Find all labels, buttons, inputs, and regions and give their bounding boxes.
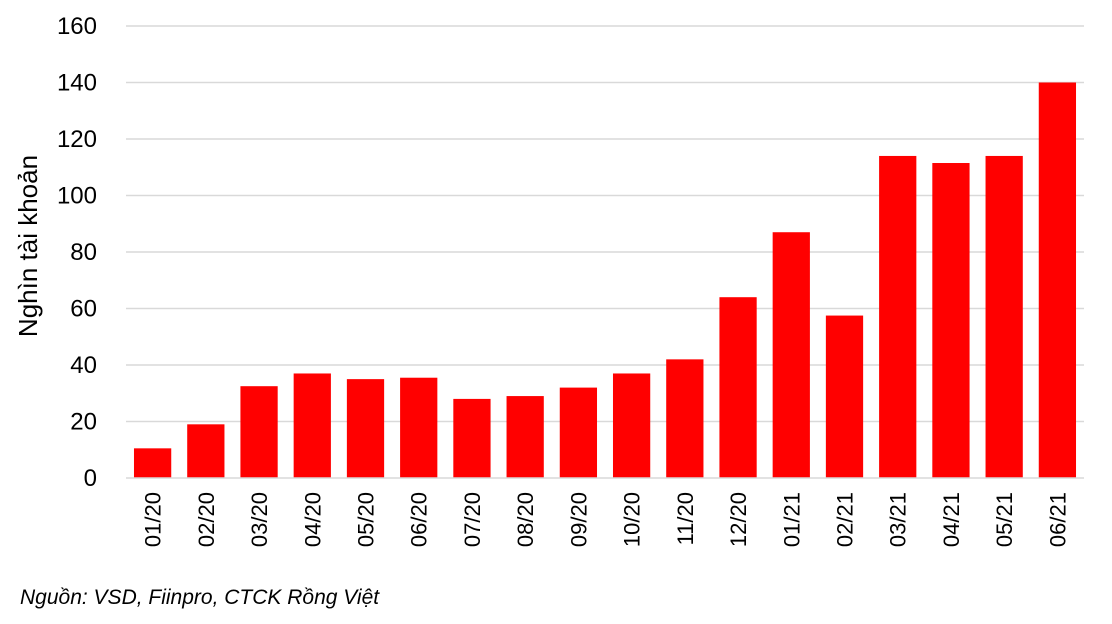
bar <box>612 373 651 478</box>
bar <box>772 232 810 478</box>
x-tick-label: 02/20 <box>194 492 219 547</box>
y-tick-label: 0 <box>84 465 97 492</box>
x-tick-label: 11/20 <box>673 492 698 545</box>
bar <box>240 386 278 478</box>
bar <box>985 155 1023 478</box>
x-tick-label: 07/20 <box>460 492 485 547</box>
bar <box>187 424 225 478</box>
x-tick-label: 08/20 <box>513 492 538 547</box>
y-tick-label: 120 <box>57 126 97 153</box>
x-tick-label: 03/21 <box>886 492 911 547</box>
bars <box>133 82 1077 478</box>
y-tick-label: 20 <box>70 409 97 436</box>
bar <box>293 373 331 478</box>
gridlines <box>126 25 1084 423</box>
y-tick-label: 100 <box>57 183 97 210</box>
bar <box>932 163 970 478</box>
y-tick-label: 160 <box>57 13 97 40</box>
bar <box>879 155 917 478</box>
bar <box>719 297 757 478</box>
bar <box>666 359 704 478</box>
x-tick-label: 02/21 <box>833 492 858 547</box>
x-tick-label: 04/20 <box>300 492 325 547</box>
y-tick-label: 60 <box>70 296 97 323</box>
bar <box>453 398 491 478</box>
bar <box>1038 82 1077 478</box>
x-tick-label: 01/20 <box>141 492 166 547</box>
source-note: Nguồn: VSD, Fiinpro, CTCK Rồng Việt <box>20 586 380 609</box>
x-tick-label: 04/21 <box>939 492 964 547</box>
x-tick-label: 06/20 <box>407 492 432 547</box>
x-tick-label: 09/20 <box>566 492 591 547</box>
x-tick-label: 05/20 <box>354 492 379 547</box>
bar <box>346 379 385 478</box>
bar <box>506 396 544 478</box>
x-tick-label: 06/21 <box>1045 492 1070 547</box>
x-tick-label: 10/20 <box>620 492 645 547</box>
y-tick-label: 140 <box>57 70 97 97</box>
x-tick-label: 01/21 <box>779 492 804 547</box>
y-axis-label: Nghìn tài khoản <box>13 155 43 337</box>
x-tick-label: 12/20 <box>726 492 751 547</box>
x-axis-ticks: 01/20 02/20 03/20 04/20 05/20 06/20 07/20 08/20… <box>141 492 1071 547</box>
x-tick-label: 05/21 <box>992 492 1017 547</box>
y-tick-label: 80 <box>70 239 97 266</box>
bar <box>133 448 172 478</box>
bar <box>559 387 598 478</box>
bar <box>825 315 864 478</box>
y-tick-label: 40 <box>70 352 97 379</box>
bar <box>400 377 438 478</box>
x-tick-label: 03/20 <box>247 492 272 547</box>
y-axis-ticks: 0 20 40 60 80 100 120 140 160 <box>57 13 97 492</box>
